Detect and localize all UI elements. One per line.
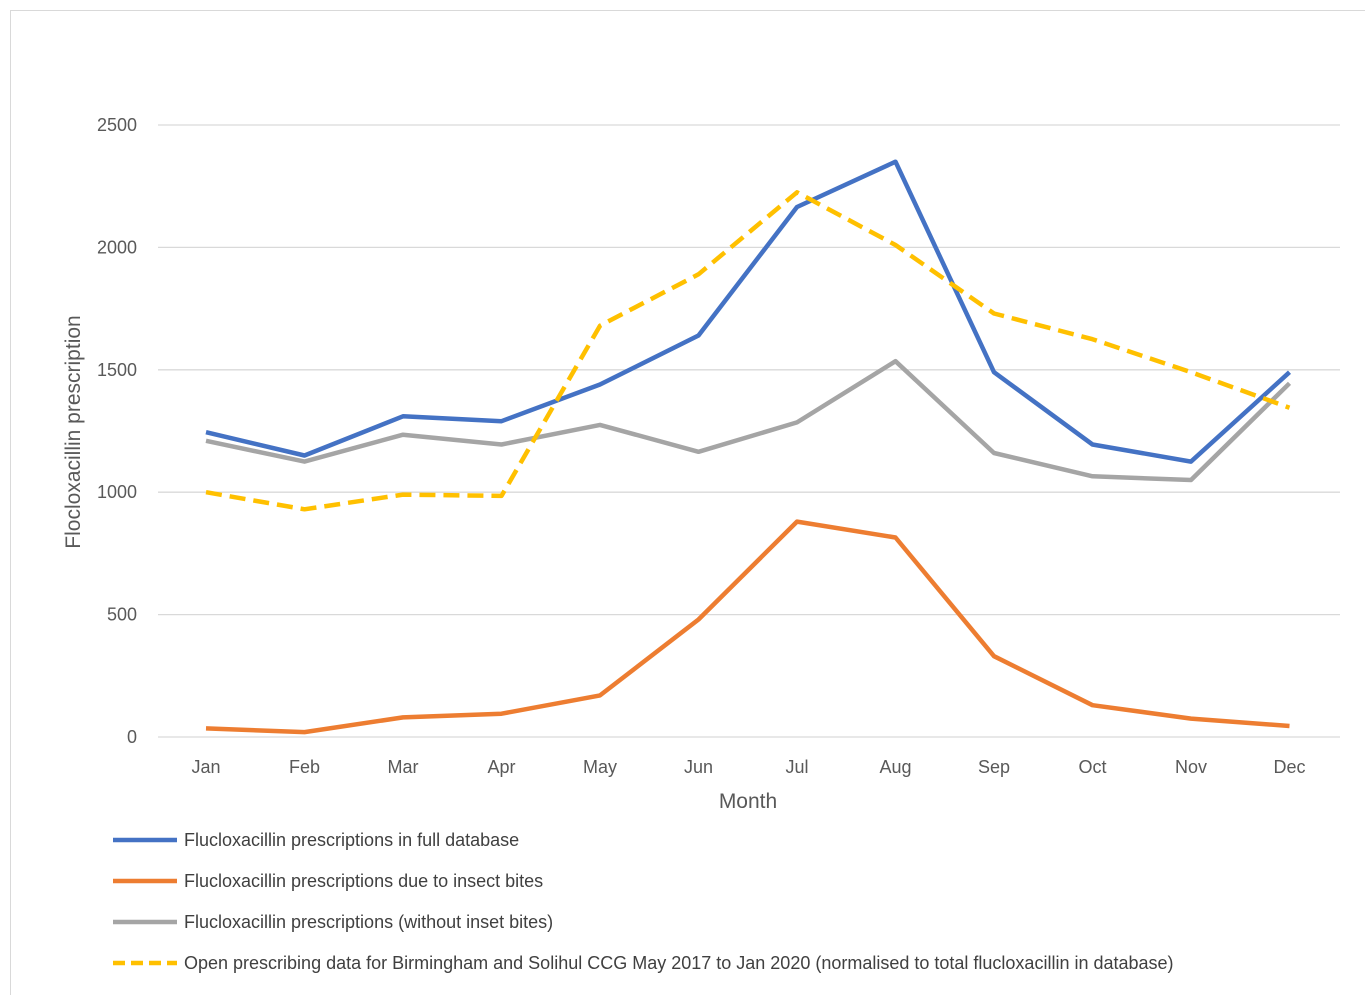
x-tick-label: Aug bbox=[879, 757, 911, 777]
series-line-1 bbox=[205, 159, 1292, 464]
y-axis-title: Flocloxacillin prescription bbox=[62, 315, 85, 548]
x-tick-label: Feb bbox=[289, 757, 320, 777]
x-tick-label: Dec bbox=[1273, 757, 1305, 777]
y-tick-label: 2000 bbox=[97, 237, 137, 257]
gridlines bbox=[158, 124, 1340, 738]
x-tick-label: May bbox=[583, 757, 617, 777]
series-line-4 bbox=[205, 190, 1291, 512]
x-tick-label: Jun bbox=[684, 757, 713, 777]
x-axis-title: Month bbox=[719, 790, 777, 813]
series-line-2 bbox=[205, 519, 1290, 735]
y-tick-label: 0 bbox=[127, 727, 137, 747]
series-line-3 bbox=[205, 358, 1292, 483]
chart-frame bbox=[10, 10, 1365, 995]
y-axis-ticks: 0 500 1000 1500 2000 2500 bbox=[97, 115, 137, 747]
x-tick-label: Mar bbox=[388, 757, 419, 777]
x-tick-label: Nov bbox=[1175, 757, 1207, 777]
legend-label-1: Flucloxacillin prescriptions in full dat… bbox=[184, 830, 519, 850]
x-tick-label: Apr bbox=[487, 757, 515, 777]
x-axis-ticks: Jan Feb Mar Apr May Jun Jul Aug Sep Oct Nov Dec bbox=[191, 757, 1305, 777]
y-tick-label: 1000 bbox=[97, 482, 137, 502]
x-tick-label: Jul bbox=[785, 757, 808, 777]
y-tick-label: 500 bbox=[107, 605, 137, 625]
legend-label-3: Flucloxacillin prescriptions (without in… bbox=[184, 912, 553, 932]
legend-label-4: Open prescribing data for Birmingham and… bbox=[184, 953, 1174, 973]
legend-label-2: Flucloxacillin prescriptions due to inse… bbox=[184, 871, 543, 891]
series-lines bbox=[205, 159, 1292, 735]
legend: Flucloxacillin prescriptions in full dat… bbox=[113, 830, 1174, 973]
x-tick-label: Sep bbox=[978, 757, 1010, 777]
y-tick-label: 2500 bbox=[97, 115, 137, 135]
x-tick-label: Oct bbox=[1078, 757, 1106, 777]
y-tick-label: 1500 bbox=[97, 360, 137, 380]
x-tick-label: Jan bbox=[191, 757, 220, 777]
